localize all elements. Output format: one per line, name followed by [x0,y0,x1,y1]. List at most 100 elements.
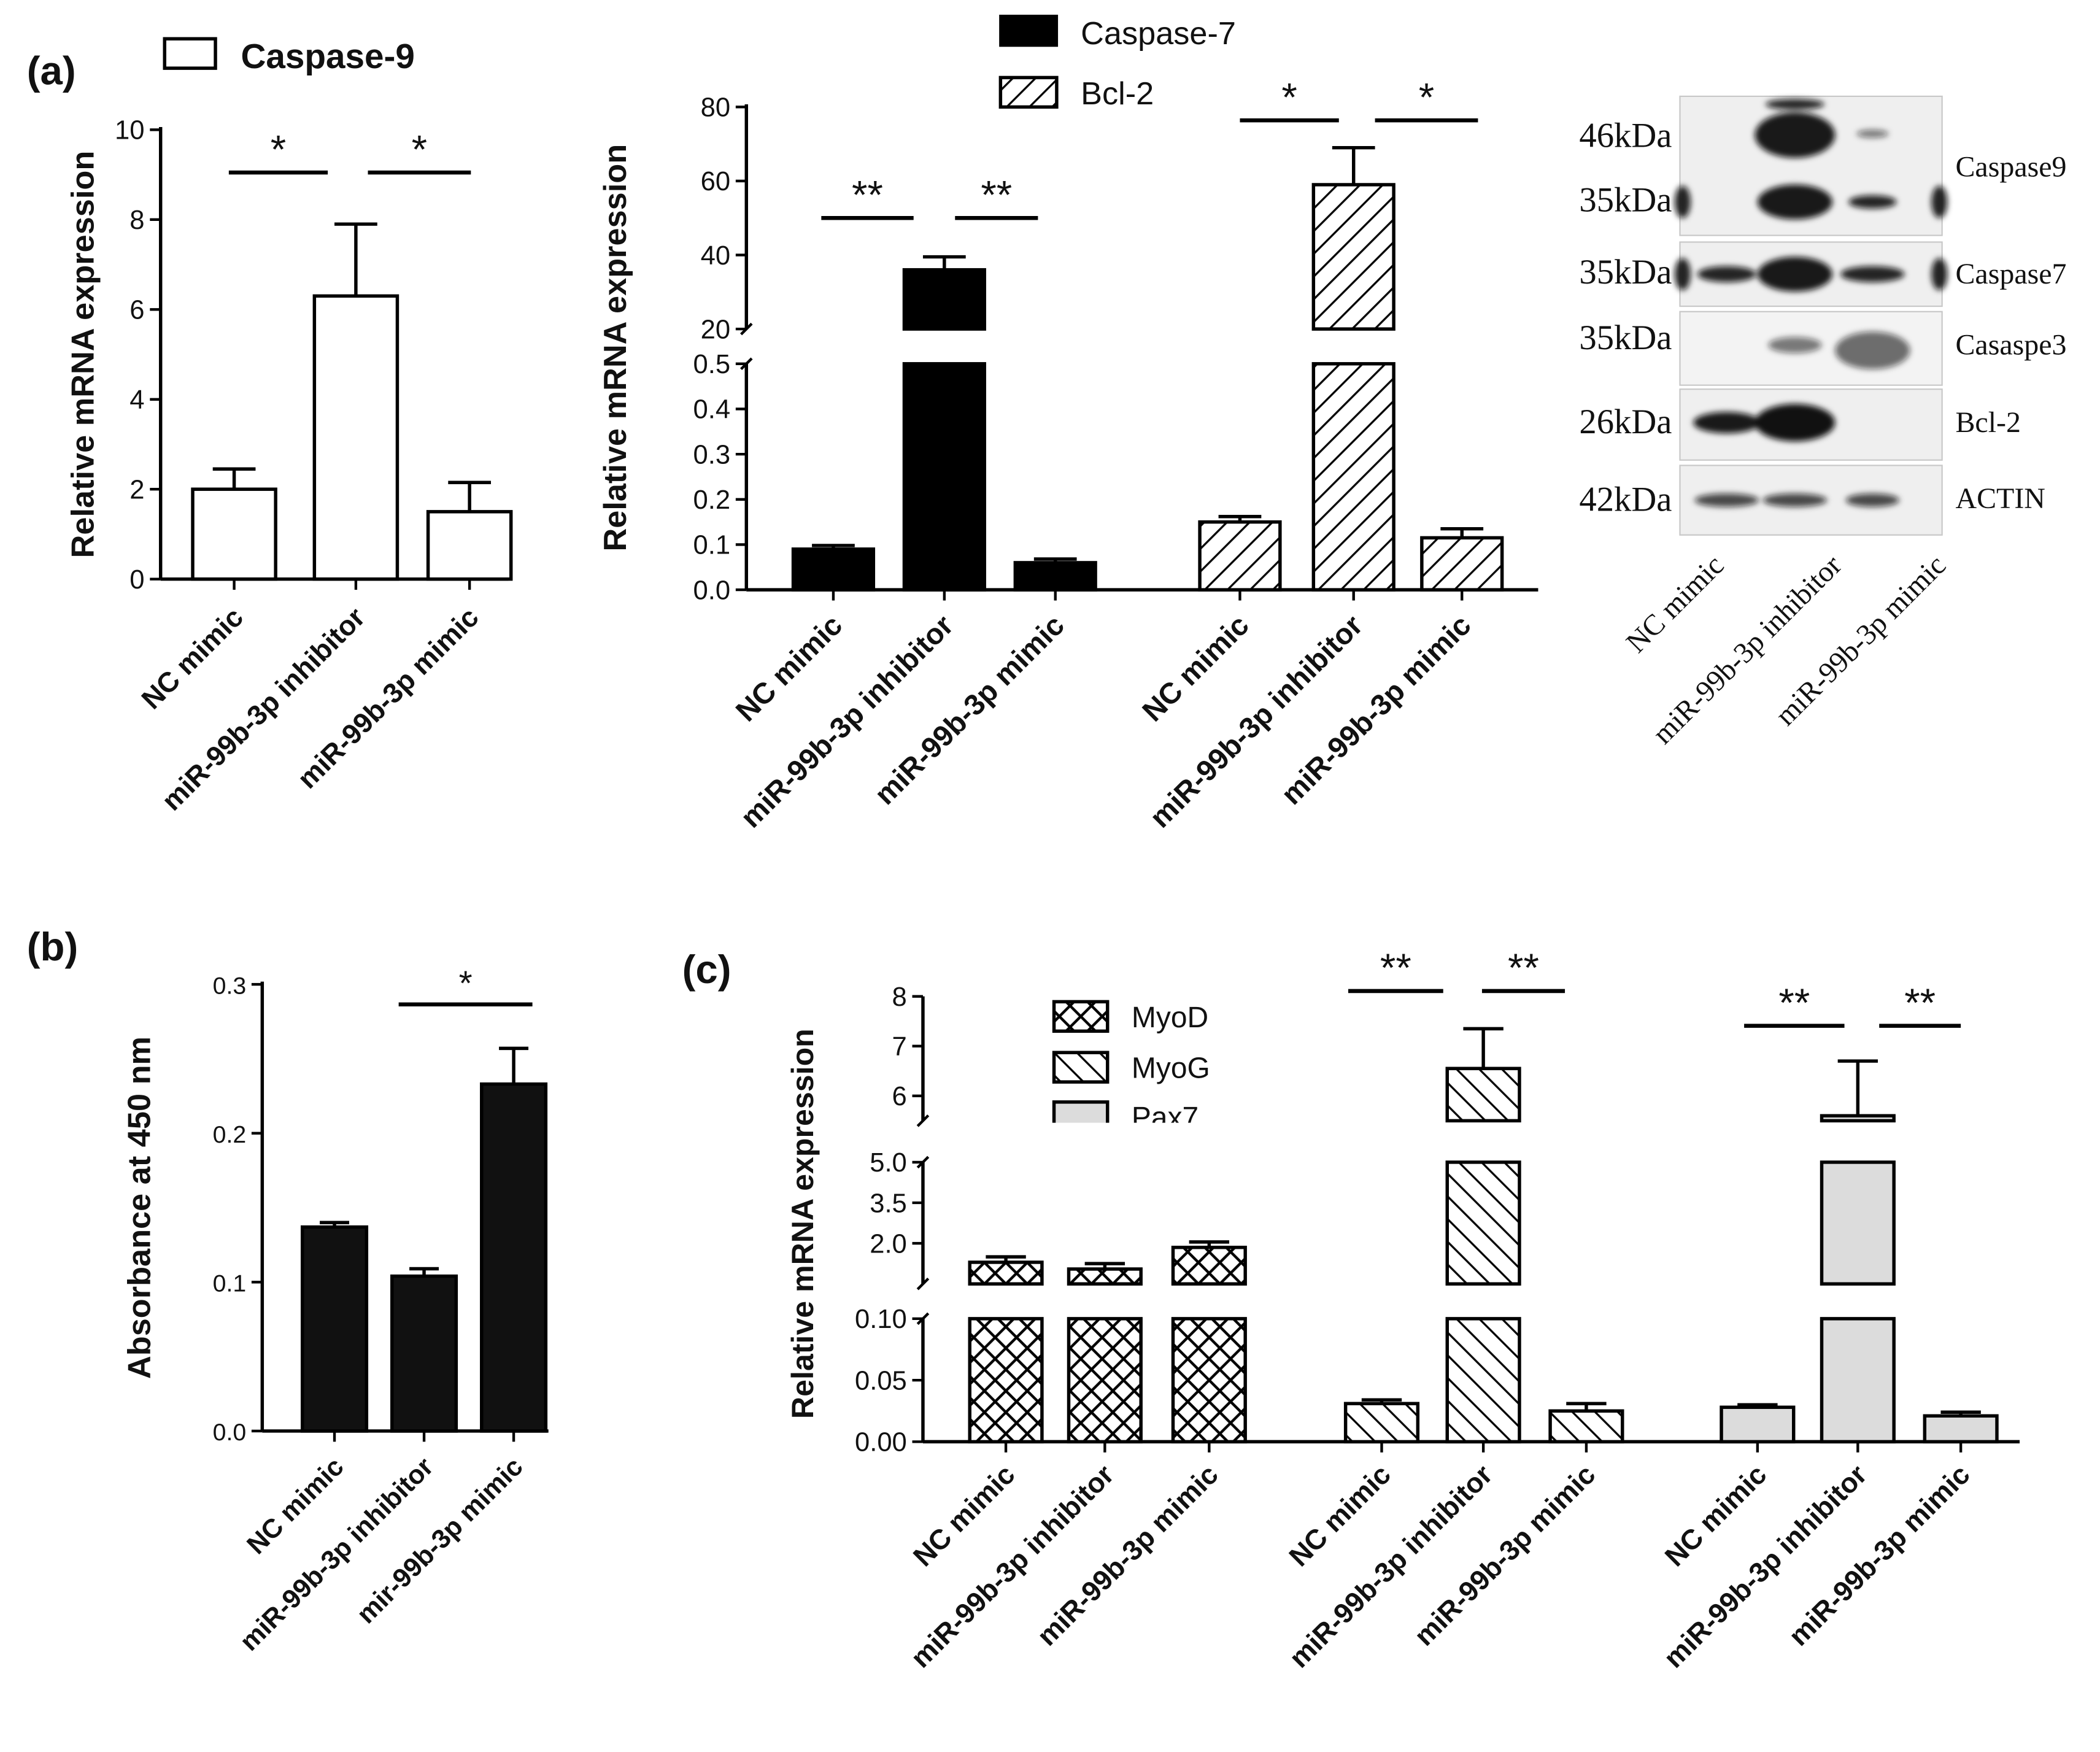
blot-protein-0: Caspase9 [1955,151,2066,183]
legend-swatch-caspase9 [163,37,217,70]
absorb-bar-1 [390,1274,458,1433]
myo-ytick-2-label: 0.10 [855,1305,907,1334]
band-actin-mim [1845,493,1899,507]
c7b2-bar-1-0 [1198,520,1282,592]
caspase9-bar-2 [426,510,513,581]
c7b2-bar-0-0 [791,547,876,592]
c7b2-category-0-2: miR-99b-3p mimic [868,609,1070,811]
myo-ytick-1-label: 0.05 [855,1366,907,1395]
legend-label-caspase9: Caspase-9 [241,37,414,76]
legend-swatch-bcl2 [998,75,1059,109]
myo-sig-3-label: ** [1904,980,1936,1025]
caspase9-ytick-1-label: 2 [129,475,144,504]
caspase9-category-0: NC mimic [136,601,249,715]
absorb-bar-2 [480,1082,548,1433]
myo-ytick-0-label: 0.00 [855,1428,907,1457]
c7b2-sig-0-label: ** [852,172,883,217]
caspase9-bar-1 [312,294,400,581]
blot-bands [1674,99,1948,507]
c7b2-ytick-upper-1-label: 40 [701,241,730,271]
myo-category-0-2: miR-99b-3p mimic [1031,1459,1224,1652]
band-bcl2-inh [1755,404,1836,442]
blot-size-2: 35kDa [1579,253,1672,291]
myo-category-0-1: miR-99b-3p inhibitor [905,1459,1120,1674]
c7b2-bar-gap-1-1 [1309,331,1398,362]
band-casp9-mim-35 [1848,195,1897,209]
band-casp3-inh [1768,337,1822,353]
caspase9-category-1: miR-99b-3p inhibitor [156,601,371,817]
panel-label-a: (a) [27,48,76,93]
myo-bar-1-2 [1548,1409,1624,1444]
myo-bar-1-1-mid [1445,1160,1521,1286]
blot-size-0: 46kDa [1579,117,1672,155]
myo-ytick-4-label: 3.5 [870,1189,907,1218]
myo-category-2-1: miR-99b-3p inhibitor [1658,1459,1873,1674]
c7b2-ytick-lower-4-label: 0.4 [693,395,731,425]
c7b2-sig-1-label: ** [981,172,1012,217]
myo-ytick-7-label: 7 [892,1032,907,1062]
band-casp7-edge-right [1931,258,1948,290]
myo-bar-2-2 [1923,1414,1999,1444]
c7b2-bar-0-1-upper [902,268,986,331]
band-actin-inh [1762,493,1828,507]
c7b2-ytick-lower-2-label: 0.2 [693,485,731,515]
c7b2-ytick-lower-1-label: 0.1 [693,531,731,560]
caspase9-y-axis-title: Relative mRNA expression [66,151,101,558]
myo-break-mark-3 [916,1277,930,1291]
c7b2-bar-1-1-upper [1311,183,1395,331]
panel-label-b: (b) [27,924,78,969]
blot-size-4: 26kDa [1579,403,1672,441]
band-casp9-inh-35 [1757,184,1832,220]
band-casp7-inh [1757,257,1832,292]
band-casp9-edge-left [1674,185,1691,218]
myo-sig-0-label: ** [1380,946,1411,990]
blot-protein-4: ACTIN [1955,482,2045,515]
myo-bar-0-0-mid [968,1260,1044,1286]
myo-sig-1-label: ** [1508,946,1539,990]
caspase9-ytick-4-label: 8 [129,206,144,235]
myo-bar-0-2-low [1171,1317,1247,1444]
band-casp7-edge-left [1674,258,1691,290]
band-casp7-nc [1697,266,1756,282]
caspase9-sig-1-label: * [412,127,427,172]
legend-swatch-caspase7 [999,14,1059,47]
c7b2-category-1-2: miR-99b-3p mimic [1275,609,1477,811]
caspase9-bar-0 [191,487,277,581]
absorb-y-axis-title: Absorbance at 450 nm [122,1036,157,1379]
blot-protein-1: Caspase7 [1955,258,2066,290]
caspase9-ytick-2-label: 4 [129,385,144,415]
myo-ytick-6-label: 6 [892,1082,907,1111]
band-casp9-edge-right [1931,185,1948,218]
absorb-ytick-2-label: 0.2 [213,1121,247,1148]
caspase9-ytick-3-label: 6 [129,296,144,325]
c7b2-bar-0-1-lower [902,362,986,592]
c7b2-category-0-1: miR-99b-3p inhibitor [735,609,960,834]
myo-bar-0-2-mid [1171,1245,1247,1286]
blot-lane-0: NC mimic [1620,549,1731,659]
c7b2-bar-1-1-lower [1311,362,1395,592]
legend-label-bcl2: Bcl-2 [1081,76,1154,112]
myo-break-gap-0 [936,1122,2033,1160]
c7b2-bar-gap-0-1 [900,331,989,362]
caspase9-ytick-0-label: 0 [129,565,144,595]
band-casp9-inh-46 [1755,112,1836,158]
myo-bar-1-0 [1343,1402,1420,1444]
blot-protein-3: Bcl-2 [1955,406,2021,439]
legend-label-myo-1: MyoG [1132,1052,1210,1085]
myo-bar-2-1-low [1820,1317,1896,1444]
myo-bar-0-0-low [968,1317,1044,1444]
band-casp9-mim-46 [1856,129,1889,138]
c7b2-category-1-0: NC mimic [1137,609,1256,728]
band-bcl2-nc [1693,412,1761,434]
myo-break-mark-2 [916,1156,930,1169]
c7b2-category-1-1: miR-99b-3p inhibitor [1144,609,1369,834]
myo-category-2-2: miR-99b-3p mimic [1783,1459,1976,1652]
myo-bar-0-1-low [1067,1317,1143,1444]
c7b2-category-0-0: NC mimic [730,609,849,728]
c7b2-sig-2-label: * [1281,75,1297,120]
myo-bar-0-1-mid [1067,1267,1143,1286]
blot-size-1: 35kDa [1579,181,1672,219]
c7b2-y-axis-title: Relative mRNA expression [598,144,633,552]
myo-bar-2-0 [1720,1405,1796,1444]
